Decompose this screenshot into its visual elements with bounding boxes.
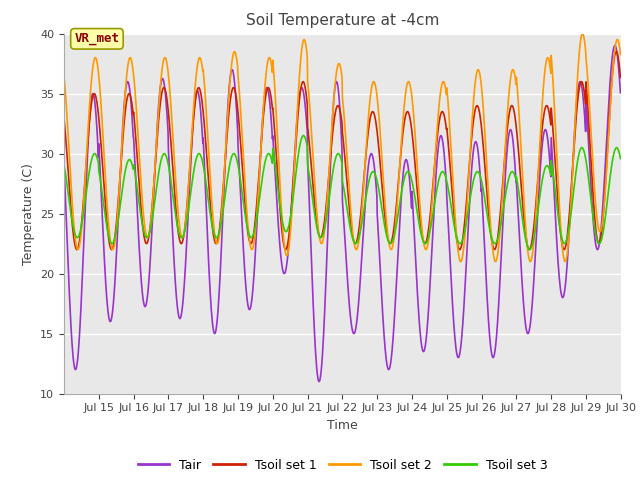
Tsoil set 3 bbox=[525, 247, 533, 252]
Tair bbox=[60, 162, 68, 168]
Tsoil set 1 bbox=[612, 49, 620, 55]
Text: VR_met: VR_met bbox=[74, 32, 120, 45]
Tsoil set 3 bbox=[147, 223, 155, 229]
Tsoil set 3 bbox=[328, 175, 336, 181]
Tair bbox=[316, 379, 323, 384]
Tsoil set 3 bbox=[300, 133, 307, 139]
Tair bbox=[147, 245, 155, 251]
Tsoil set 3 bbox=[60, 162, 68, 168]
Tsoil set 2 bbox=[610, 54, 618, 60]
Line: Tsoil set 1: Tsoil set 1 bbox=[64, 52, 620, 250]
Tsoil set 2 bbox=[457, 259, 465, 264]
Line: Tsoil set 3: Tsoil set 3 bbox=[64, 136, 620, 250]
Tsoil set 1 bbox=[317, 234, 325, 240]
Tsoil set 1 bbox=[474, 103, 481, 109]
Tsoil set 2 bbox=[556, 199, 563, 205]
Tsoil set 2 bbox=[579, 31, 586, 36]
Tsoil set 3 bbox=[610, 150, 618, 156]
Legend: Tair, Tsoil set 1, Tsoil set 2, Tsoil set 3: Tair, Tsoil set 1, Tsoil set 2, Tsoil se… bbox=[132, 454, 552, 477]
Tair bbox=[610, 46, 618, 51]
Tsoil set 1 bbox=[60, 115, 68, 121]
Tair bbox=[328, 128, 336, 133]
Tsoil set 2 bbox=[474, 67, 481, 73]
Tsoil set 2 bbox=[60, 73, 68, 79]
Line: Tair: Tair bbox=[64, 46, 620, 382]
Tsoil set 3 bbox=[317, 235, 325, 240]
Tair bbox=[611, 43, 619, 48]
Tair bbox=[616, 90, 624, 96]
Y-axis label: Temperature (C): Temperature (C) bbox=[22, 163, 35, 264]
Tsoil set 1 bbox=[456, 247, 464, 252]
Tsoil set 2 bbox=[616, 51, 624, 57]
Tsoil set 2 bbox=[317, 240, 325, 246]
Tsoil set 2 bbox=[328, 130, 335, 135]
Tsoil set 2 bbox=[147, 217, 155, 223]
Tsoil set 1 bbox=[616, 74, 624, 80]
Tsoil set 3 bbox=[616, 156, 624, 161]
Tsoil set 1 bbox=[147, 216, 155, 222]
Title: Soil Temperature at -4cm: Soil Temperature at -4cm bbox=[246, 13, 439, 28]
Tsoil set 1 bbox=[556, 216, 563, 222]
X-axis label: Time: Time bbox=[327, 419, 358, 432]
Tsoil set 3 bbox=[556, 223, 563, 229]
Line: Tsoil set 2: Tsoil set 2 bbox=[64, 34, 620, 262]
Tsoil set 3 bbox=[474, 169, 481, 175]
Tsoil set 1 bbox=[610, 60, 618, 66]
Tair bbox=[474, 145, 481, 151]
Tair bbox=[317, 366, 325, 372]
Tair bbox=[556, 274, 563, 279]
Tsoil set 1 bbox=[328, 142, 335, 147]
